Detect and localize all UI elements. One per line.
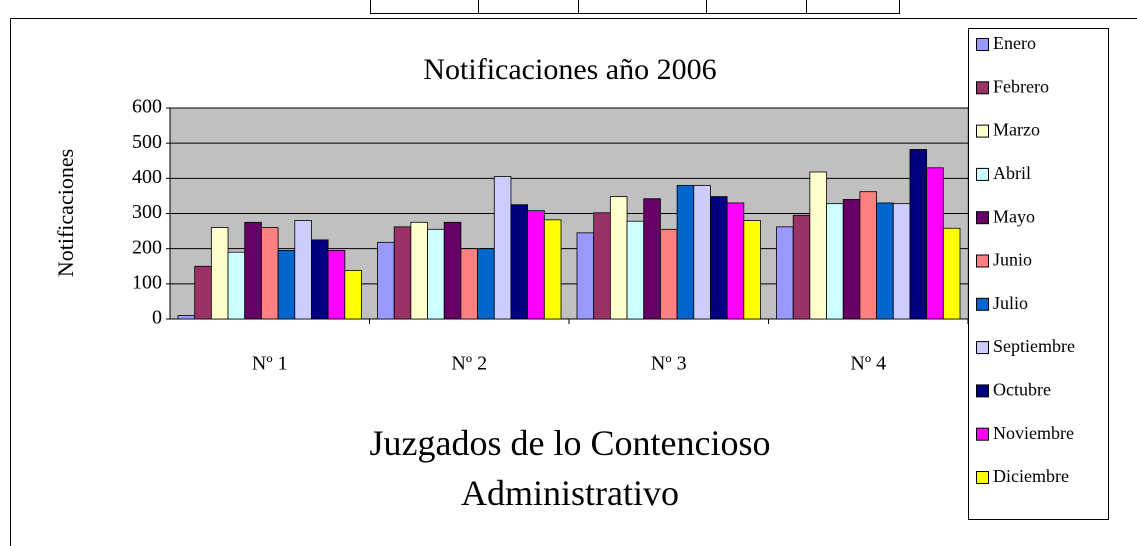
y-axis-title: Notificaciones (53, 149, 78, 277)
bar (327, 250, 346, 320)
bar (726, 202, 745, 320)
bar (194, 265, 212, 320)
bar (443, 221, 462, 320)
bar (477, 248, 495, 320)
bar (776, 226, 794, 320)
y-tick-label: 400 (132, 166, 162, 188)
legend-swatch (976, 384, 989, 398)
bar (261, 227, 279, 320)
x-tick-label: Nº 3 (651, 353, 687, 375)
x-tick-label: Nº 4 (850, 353, 886, 375)
legend-swatch (976, 167, 989, 181)
bar (294, 220, 312, 320)
legend-swatch (976, 427, 989, 441)
bar (210, 227, 229, 320)
legend-swatch (976, 38, 989, 51)
legend-swatch (976, 211, 989, 225)
legend-label: Mayo (993, 206, 1035, 226)
bar (942, 227, 961, 320)
legend-label: Junio (993, 250, 1032, 270)
bar (809, 171, 827, 320)
legend-label: Diciembre (993, 466, 1069, 486)
bar (410, 221, 428, 320)
bar (493, 176, 512, 320)
legend-label: Julio (993, 293, 1028, 313)
legend-label: Octubre (993, 380, 1051, 400)
bar (743, 220, 761, 320)
bar (676, 184, 695, 320)
bar (826, 203, 844, 320)
bar (693, 184, 711, 320)
legend-label: Noviembre (993, 423, 1074, 443)
y-tick-label: 300 (132, 201, 162, 223)
legend-label: Abril (993, 163, 1031, 183)
legend (968, 28, 1109, 520)
legend-swatch (976, 124, 989, 138)
bar (227, 251, 246, 320)
bar (393, 226, 412, 320)
bar (593, 212, 611, 320)
bar (527, 210, 545, 320)
bar (460, 248, 478, 320)
y-tick-label: 600 (132, 96, 162, 118)
bar (909, 149, 928, 320)
bar (660, 228, 678, 320)
bar (576, 232, 595, 320)
bar (710, 196, 728, 320)
legend-label: Septiembre (993, 336, 1075, 356)
frame (10, 0, 1137, 546)
legend-label: Enero (993, 33, 1036, 53)
bar (244, 221, 262, 320)
bar (277, 250, 296, 320)
bar (377, 241, 395, 320)
bar (859, 191, 877, 320)
bar (842, 199, 861, 320)
x-tick-label: Nº 2 (451, 353, 487, 375)
legend-swatch (976, 254, 989, 268)
legend-swatch (976, 81, 989, 95)
bar (177, 315, 196, 320)
y-tick-label: 500 (132, 131, 162, 153)
y-tick-label: 0 (152, 307, 162, 329)
bar (876, 202, 894, 320)
legend-swatch (976, 341, 989, 355)
bar (311, 239, 329, 320)
x-axis-title: Juzgados de lo Contencioso Administrativ… (369, 423, 771, 513)
bar (792, 214, 811, 320)
bar (427, 228, 445, 320)
y-tick-label: 100 (132, 271, 162, 293)
bar (626, 220, 645, 320)
bar (543, 219, 562, 320)
bar (609, 196, 628, 320)
bar (510, 204, 529, 320)
bar (892, 203, 911, 320)
bar (926, 167, 944, 320)
bar (643, 198, 661, 320)
bar (344, 270, 362, 320)
legend-label: Marzo (993, 120, 1040, 140)
legend-label: Febrero (993, 76, 1049, 96)
chart-title: Notificaciones año 2006 (423, 53, 716, 86)
legend-swatch (976, 471, 989, 484)
y-tick-label: 200 (132, 236, 162, 258)
x-tick-label: Nº 1 (252, 353, 288, 375)
legend-swatch (976, 297, 989, 311)
